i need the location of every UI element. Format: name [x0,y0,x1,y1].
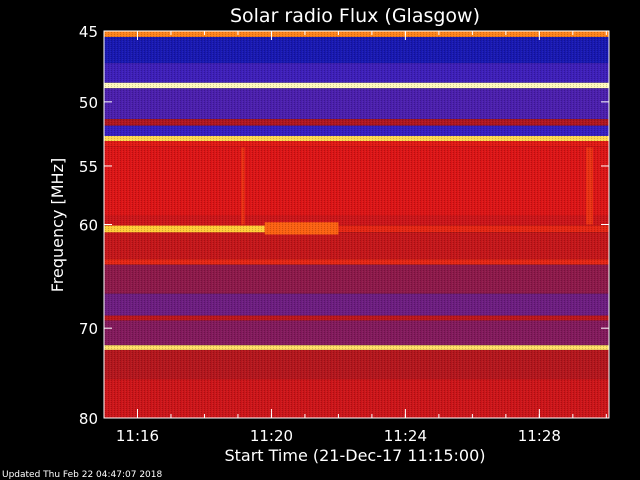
x-tick-labels: 11:16 11:20 11:24 11:28 [116,427,561,445]
x-tick-label: 11:24 [384,427,427,445]
y-tick-label: 55 [79,158,98,176]
update-timestamp: Updated Thu Feb 22 04:47:07 2018 [2,470,163,480]
noise-texture [104,31,609,418]
x-tick-label: 11:20 [250,427,293,445]
y-tick-label: 50 [79,94,98,112]
x-tick-label: 11:16 [116,427,159,445]
axis-ticks [104,30,609,419]
y-tick-label: 45 [79,23,98,41]
y-tick-label: 80 [79,410,98,428]
y-tick-label: 60 [79,217,98,235]
y-tick-labels: 45 50 55 60 70 80 [79,23,98,428]
y-tick-label: 70 [79,320,98,338]
x-tick-label: 11:28 [518,427,561,445]
chart-title: Solar radio Flux (Glasgow) [230,5,480,27]
y-axis-label: Frequency [MHz] [48,158,67,292]
x-axis-label: Start Time (21-Dec-17 11:15:00) [224,446,485,465]
